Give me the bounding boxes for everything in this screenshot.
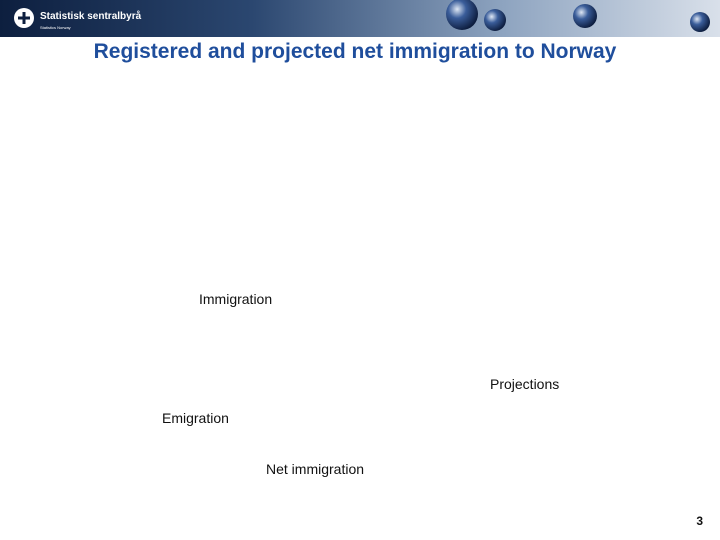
chart-label: Projections xyxy=(490,376,560,392)
logo-subtitle: Statistics Norway xyxy=(40,25,71,30)
chart-label: Emigration xyxy=(162,410,229,426)
chart-label: Immigration xyxy=(199,291,273,307)
chart-label: Net immigration xyxy=(266,461,365,477)
logo-text: Statistisk sentralbyrå xyxy=(40,10,142,22)
header-banner: Statistisk sentralbyrå Statistics Norway xyxy=(0,0,720,37)
slide-title: Registered and projected net immigration… xyxy=(93,40,617,63)
page-number: 3 xyxy=(696,514,703,528)
